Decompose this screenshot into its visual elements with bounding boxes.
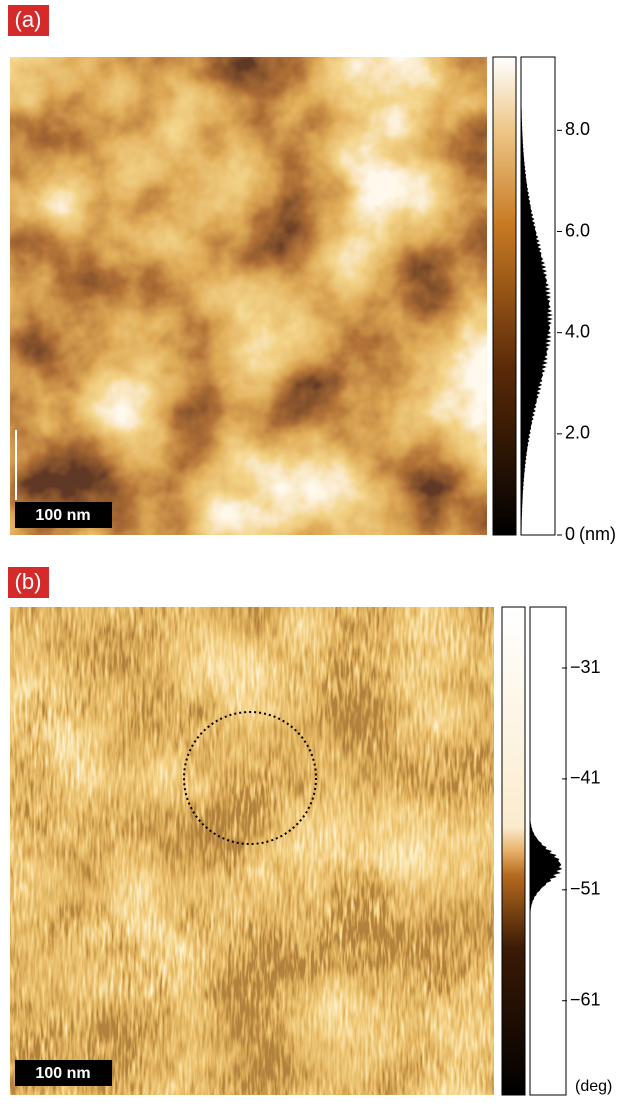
scale-bar-label: 100 nm [35,507,90,524]
tick-label: 4.0 [565,321,590,341]
scale-bar [15,502,112,528]
tick-label: −41 [570,768,601,788]
panel-label: (b) [15,569,42,594]
unit-label: (nm) [579,524,616,544]
panel-label-box [8,5,49,36]
colorbar [492,56,517,536]
scale-bar [15,1060,112,1086]
histogram [530,607,563,1095]
tick-label: −61 [570,989,601,1009]
colorbar [501,606,526,1096]
tick-label: −31 [570,657,601,677]
afm-image [10,57,487,535]
histogram [521,57,553,535]
tick-label: −51 [570,879,601,899]
tick-label: 0 [565,524,575,544]
phase-image [10,607,494,1095]
scale-bar-label: 100 nm [35,1065,90,1082]
tick-label: 2.0 [565,423,590,443]
tick-label: 6.0 [565,220,590,240]
panel-label-box [8,567,49,598]
highlight-circle [183,711,317,845]
panel-label: (a) [15,7,42,32]
unit-label: (deg) [575,1078,612,1095]
tick-label: 8.0 [565,119,590,139]
